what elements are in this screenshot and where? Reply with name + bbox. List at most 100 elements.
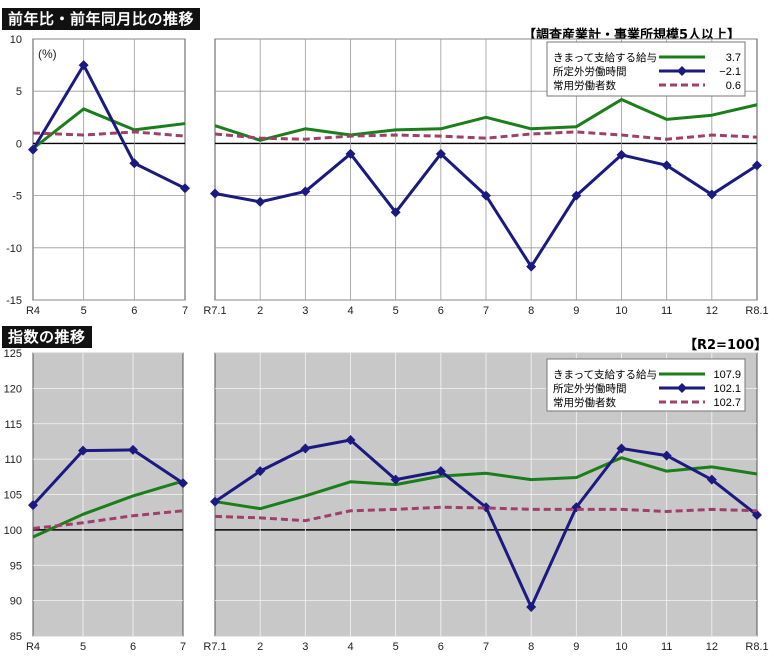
x-tick-label: 3	[302, 305, 308, 317]
data-point	[526, 601, 537, 612]
x-tick-label: 7	[483, 641, 489, 653]
legend-label: 常用労働者数	[553, 396, 616, 409]
data-point	[481, 502, 491, 513]
series-line	[32, 130, 186, 138]
data-point	[345, 148, 356, 159]
x-tick-label: 12	[706, 641, 718, 653]
series-line	[32, 107, 186, 150]
data-point	[661, 450, 672, 461]
data-point	[616, 443, 627, 454]
y-tick-label: 95	[10, 560, 22, 572]
y-tick-label: 10	[10, 34, 22, 46]
y-tick-label: 125	[4, 348, 22, 360]
data-point	[616, 149, 627, 160]
data-point	[178, 478, 188, 489]
x-tick-label: 12	[706, 305, 718, 317]
data-point	[435, 466, 446, 477]
index-section-title: 指数の推移	[2, 326, 92, 348]
x-tick-label: R4	[26, 641, 40, 653]
data-point	[180, 183, 190, 194]
x-tick-label: 8	[528, 305, 534, 317]
x-tick-label: R8.1	[745, 641, 768, 653]
x-tick-label: 10	[615, 305, 627, 317]
legend-value: 102.7	[713, 397, 741, 409]
data-point	[661, 160, 672, 171]
y-tick-label: 115	[4, 419, 22, 431]
y-tick-label: 100	[4, 525, 22, 537]
plot-area	[32, 38, 186, 301]
x-tick-label: R4	[26, 305, 40, 317]
data-point	[28, 144, 38, 155]
x-tick-label: R7.1	[203, 305, 226, 317]
index-base-note: 【R2=100】	[684, 338, 768, 353]
x-tick-label: 7	[182, 305, 188, 317]
data-point	[128, 444, 138, 455]
x-tick-label: 4	[347, 305, 353, 317]
x-tick-label: 6	[130, 641, 136, 653]
y-tick-label: 0	[16, 138, 22, 150]
x-tick-label: R7.1	[203, 641, 226, 653]
x-tick-label: 7	[483, 305, 489, 317]
x-tick-label: 5	[393, 641, 399, 653]
x-tick-label: 11	[661, 305, 672, 317]
series-line	[31, 448, 184, 507]
legend-value: −2.1	[719, 66, 741, 78]
data-point	[752, 510, 762, 521]
y-tick-label: -5	[12, 191, 22, 203]
x-tick-label: 6	[131, 305, 137, 317]
data-point	[390, 207, 401, 218]
index-monthly-chart: R7.1 2 3 4 5 6 7 8 9 10 11 12 R8.1 きまって支給する給与 107.9 所定外…	[203, 352, 769, 653]
series-line	[214, 98, 758, 142]
x-tick-label: 7	[180, 641, 186, 653]
y-tick-label: 110	[4, 454, 22, 466]
data-point	[210, 496, 220, 507]
y-tick-label: 120	[4, 383, 22, 395]
x-tick-label: 6	[438, 641, 444, 653]
legend-label: 常用労働者数	[553, 79, 616, 92]
yoy-annual-chart: 10 5 0 -5 -10 -15 R4 5 6 7	[6, 34, 190, 317]
x-tick-label: 5	[393, 305, 399, 317]
y-tick-label: 105	[4, 490, 22, 502]
series-line	[31, 63, 186, 190]
x-tick-label: 2	[257, 641, 263, 653]
legend-value: 102.1	[713, 383, 741, 395]
legend-label: 所定外労働時間	[553, 65, 627, 78]
data-point	[300, 186, 311, 197]
x-tick-label: 11	[661, 641, 672, 653]
y-tick-label: 90	[10, 596, 22, 608]
x-tick-label: 2	[257, 305, 263, 317]
data-point	[752, 160, 762, 171]
x-tick-label: 8	[528, 641, 534, 653]
y-tick-label: 85	[10, 631, 22, 643]
y-tick-label: -15	[6, 295, 22, 307]
x-tick-label: 5	[80, 641, 86, 653]
legend-value: 0.6	[726, 80, 741, 92]
data-point	[210, 188, 220, 199]
data-point	[390, 474, 401, 485]
x-tick-label: 3	[302, 641, 308, 653]
x-tick-label: R8.1	[745, 305, 768, 317]
data-point	[78, 445, 88, 456]
series-line	[32, 509, 184, 530]
data-point	[255, 196, 266, 207]
data-point	[255, 466, 266, 477]
x-tick-label: 4	[347, 641, 353, 653]
legend-marker	[677, 66, 687, 76]
data-point	[481, 190, 491, 201]
yoy-unit-label: (%)	[38, 47, 57, 61]
y-tick-label: -10	[6, 243, 22, 255]
data-point	[78, 60, 89, 71]
data-point	[706, 189, 717, 200]
legend-value: 3.7	[726, 52, 741, 64]
series-line	[214, 456, 758, 511]
x-tick-label: 6	[438, 305, 444, 317]
x-tick-label: 9	[573, 305, 579, 317]
data-point	[706, 474, 717, 485]
legend-label: 所定外労働時間	[553, 382, 627, 395]
data-point	[28, 500, 38, 511]
legend-value: 107.9	[713, 369, 741, 381]
x-tick-label: 5	[81, 305, 87, 317]
data-point	[129, 158, 140, 169]
legend-box	[546, 41, 746, 97]
